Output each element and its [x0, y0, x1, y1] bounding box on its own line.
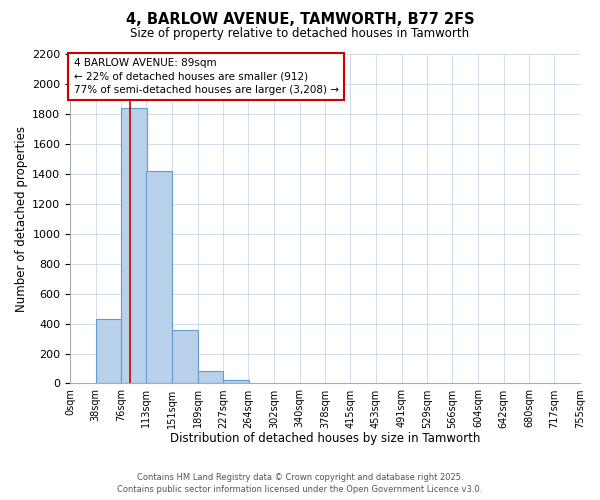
Text: Contains HM Land Registry data © Crown copyright and database right 2025.
Contai: Contains HM Land Registry data © Crown c…: [118, 473, 482, 494]
Text: 4, BARLOW AVENUE, TAMWORTH, B77 2FS: 4, BARLOW AVENUE, TAMWORTH, B77 2FS: [125, 12, 475, 28]
X-axis label: Distribution of detached houses by size in Tamworth: Distribution of detached houses by size …: [170, 432, 480, 445]
Bar: [172, 330, 198, 384]
Bar: [121, 108, 147, 384]
Bar: [198, 372, 223, 384]
Bar: [96, 319, 121, 384]
Text: 4 BARLOW AVENUE: 89sqm
← 22% of detached houses are smaller (912)
77% of semi-de: 4 BARLOW AVENUE: 89sqm ← 22% of detached…: [74, 58, 338, 95]
Y-axis label: Number of detached properties: Number of detached properties: [15, 126, 28, 312]
Bar: [223, 380, 249, 384]
Text: Size of property relative to detached houses in Tamworth: Size of property relative to detached ho…: [130, 28, 470, 40]
Bar: [146, 171, 172, 384]
